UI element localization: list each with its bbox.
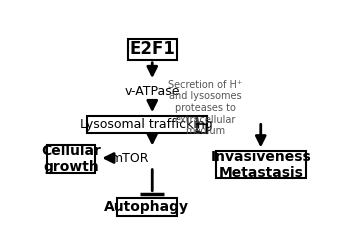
FancyBboxPatch shape [216,151,306,178]
Text: Secretion of H⁺
and lysosomes
proteases to
extracellular
medium: Secretion of H⁺ and lysosomes proteases … [168,80,242,136]
FancyBboxPatch shape [47,144,94,174]
FancyBboxPatch shape [128,39,177,60]
Text: E2F1: E2F1 [129,40,175,58]
FancyBboxPatch shape [117,198,177,216]
FancyBboxPatch shape [87,116,206,133]
Text: Cellular
growth: Cellular growth [41,144,101,174]
Text: Autophagy: Autophagy [104,200,189,214]
Text: Invasiveness
Metastasis: Invasiveness Metastasis [210,150,311,180]
Text: mTOR: mTOR [111,152,150,166]
Text: v-ATPase: v-ATPase [125,85,180,98]
Text: Lysosomal trafficking: Lysosomal trafficking [80,118,213,131]
